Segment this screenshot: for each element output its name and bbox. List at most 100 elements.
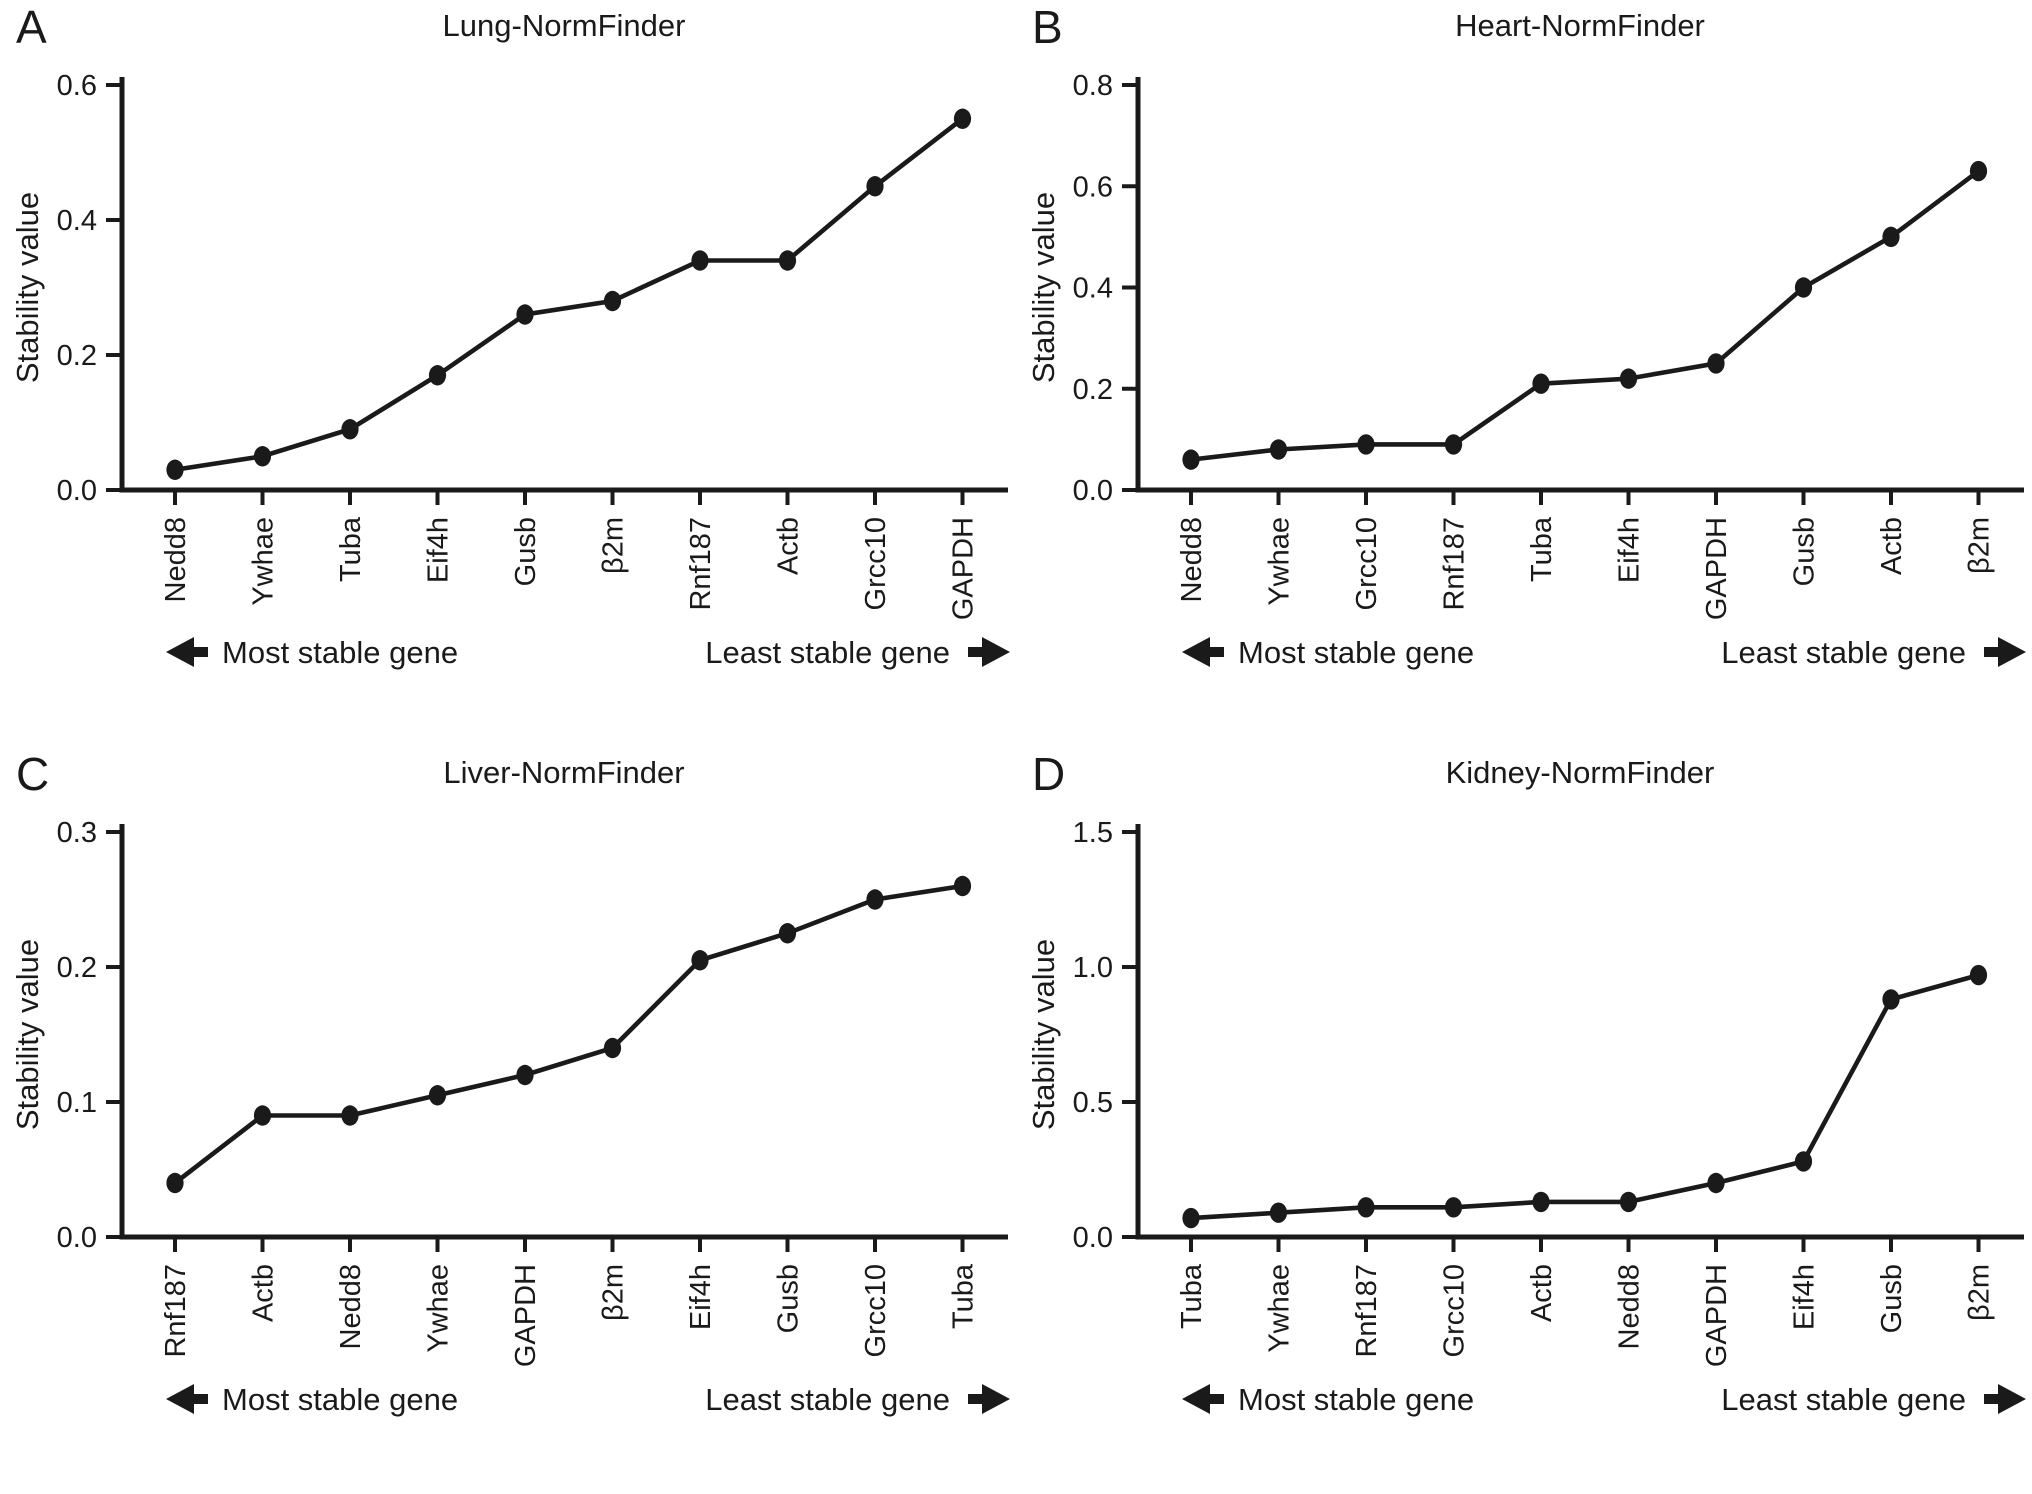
- least-stable-label: Least stable gene: [705, 1382, 950, 1417]
- x-tick-label: Nedd8: [160, 517, 192, 602]
- x-tick-label: Rnf187: [1439, 517, 1471, 611]
- most-stable-label: Most stable gene: [222, 1382, 458, 1417]
- line-chart-lung: 0.0 0.2 0.4 0.6 Nedd8 Ywhae Tuba Eif4h Gusb β2m Rn…: [10, 70, 1010, 670]
- x-tick-label: Tuba: [948, 1263, 980, 1329]
- right-arrow-icon: [1984, 637, 2026, 667]
- x-tick-label: Actb: [773, 517, 805, 575]
- most-stable-label: Most stable gene: [1238, 1382, 1474, 1417]
- most-stable-label: Most stable gene: [1238, 635, 1474, 670]
- y-tick-label: 0.0: [1073, 475, 1113, 507]
- x-tick-label: Nedd8: [1176, 517, 1208, 602]
- y-tick-label: 0.8: [1073, 70, 1113, 102]
- left-arrow-icon: [166, 1384, 208, 1414]
- x-tick-label: Ywhae: [423, 1264, 455, 1353]
- x-tick-label: Ywhae: [248, 517, 280, 606]
- data-point: [1882, 989, 1900, 1010]
- y-tick-label: 0.3: [57, 817, 97, 849]
- y-tick-label: 0.6: [1073, 171, 1113, 203]
- x-tick-label: β2m: [598, 517, 630, 574]
- y-axis-label: Stability value: [1026, 192, 1061, 383]
- x-tick-label: Rnf187: [160, 1264, 192, 1358]
- data-point: [1182, 1207, 1200, 1229]
- data-point: [516, 1064, 534, 1086]
- y-axis-label: Stability value: [10, 192, 45, 383]
- data-point: [341, 419, 359, 440]
- data-point: [778, 250, 797, 271]
- x-tick-label: Grcc10: [1439, 1264, 1471, 1357]
- data-line: [173, 883, 963, 1185]
- right-arrow-icon: [968, 1384, 1010, 1414]
- line-chart-heart: 0.0 0.2 0.4 0.6 0.8 Nedd8 Ywhae Grcc10 Rnf187 Tub…: [1026, 70, 2026, 670]
- x-tick-label: Actb: [1526, 1264, 1558, 1322]
- x-tick-label: Tuba: [1176, 1263, 1208, 1329]
- data-point: [1794, 1151, 1813, 1172]
- right-arrow-icon: [968, 637, 1010, 667]
- data-point: [866, 889, 884, 910]
- data-point: [1619, 1191, 1638, 1213]
- x-tick-label: Grcc10: [860, 1264, 892, 1357]
- data-point: [1182, 449, 1200, 470]
- x-tick-label: GAPDH: [948, 517, 980, 620]
- left-arrow-icon: [166, 637, 208, 667]
- data-point: [953, 875, 972, 897]
- data-line: [1190, 169, 1980, 462]
- data-line: [1190, 972, 1980, 1221]
- x-tick-label: Rnf187: [1351, 1264, 1383, 1358]
- x-tick-label: Eif4h: [1614, 517, 1646, 583]
- y-tick-label: 0.0: [57, 475, 97, 507]
- panel-letter: C: [16, 748, 50, 800]
- y-tick-label: 0.5: [1073, 1087, 1113, 1119]
- data-point: [778, 923, 797, 944]
- least-stable-label: Least stable gene: [1721, 1382, 1966, 1417]
- panel-letter: A: [16, 1, 47, 53]
- right-arrow-icon: [1984, 1384, 2026, 1414]
- x-tick-label: Grcc10: [1351, 517, 1383, 610]
- left-arrow-icon: [1182, 1384, 1224, 1414]
- most-stable-label: Most stable gene: [222, 635, 458, 670]
- data-point: [1882, 226, 1900, 248]
- data-point: [1619, 368, 1638, 389]
- data-point: [428, 365, 447, 386]
- data-point: [603, 1037, 622, 1059]
- panel-liver: C Liver-NormFinder 0.0 0.1 0.2 0.3 Rnf187 Act…: [0, 747, 1016, 1494]
- y-tick-label: 0.4: [57, 205, 97, 237]
- x-tick-label: Gusb: [510, 517, 542, 586]
- x-tick-label: Actb: [248, 1264, 280, 1322]
- y-tick-label: 0.2: [1073, 374, 1113, 406]
- x-tick-label: Ywhae: [1264, 1264, 1296, 1353]
- x-tick-label: Eif4h: [423, 517, 455, 583]
- y-tick-label: 0.2: [57, 340, 97, 372]
- data-point: [1357, 1197, 1375, 1218]
- data-point: [691, 250, 709, 271]
- data-point: [166, 1172, 184, 1194]
- data-point: [516, 304, 534, 325]
- data-point: [253, 446, 272, 467]
- x-tick-label: GAPDH: [510, 1264, 542, 1367]
- y-axis-label: Stability value: [10, 939, 45, 1130]
- data-point: [1707, 1172, 1725, 1194]
- panel-title: Heart-NormFinder: [1455, 8, 1705, 43]
- y-tick-label: 0.0: [1073, 1222, 1113, 1254]
- x-tick-label: Eif4h: [1789, 1264, 1821, 1330]
- panel-title: Lung-NormFinder: [442, 8, 686, 43]
- data-point: [428, 1085, 447, 1106]
- line-chart-liver: 0.0 0.1 0.2 0.3 Rnf187 Actb Nedd8 Ywhae GAPDH β2m…: [10, 817, 1010, 1417]
- x-tick-label: Nedd8: [335, 1264, 367, 1349]
- data-point: [166, 459, 184, 480]
- data-point: [1444, 434, 1463, 455]
- data-point: [1707, 353, 1725, 374]
- x-tick-label: Gusb: [1876, 1264, 1908, 1333]
- x-tick-label: Nedd8: [1614, 1264, 1646, 1349]
- panel-title: Kidney-NormFinder: [1445, 755, 1715, 790]
- x-tick-label: β2m: [1964, 1264, 1996, 1321]
- data-point: [1444, 1197, 1463, 1218]
- y-tick-label: 1.5: [1073, 817, 1113, 849]
- left-arrow-icon: [1182, 637, 1224, 667]
- y-tick-label: 0.0: [57, 1222, 97, 1254]
- data-point: [1532, 1191, 1550, 1213]
- least-stable-label: Least stable gene: [1721, 635, 1966, 670]
- data-point: [603, 290, 622, 312]
- x-tick-label: GAPDH: [1701, 517, 1733, 620]
- data-point: [1969, 160, 1988, 182]
- x-tick-label: GAPDH: [1701, 1264, 1733, 1367]
